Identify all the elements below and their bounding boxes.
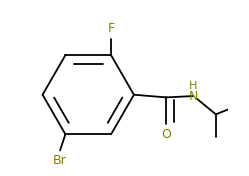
- Text: N: N: [189, 90, 198, 103]
- Text: Br: Br: [53, 154, 67, 167]
- Text: F: F: [108, 22, 115, 35]
- Text: H: H: [189, 81, 198, 91]
- Text: O: O: [161, 128, 171, 141]
